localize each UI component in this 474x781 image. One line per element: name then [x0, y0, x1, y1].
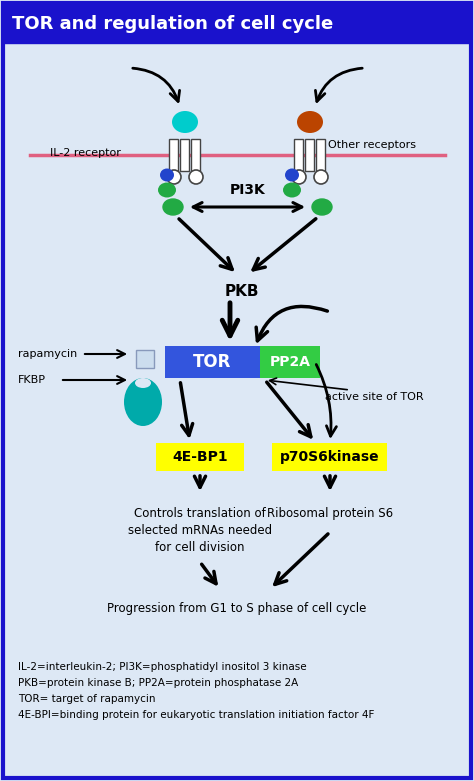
Bar: [181, 139, 190, 171]
Ellipse shape: [124, 378, 162, 426]
Text: TOR= target of rapamycin: TOR= target of rapamycin: [18, 694, 155, 704]
Ellipse shape: [167, 170, 181, 184]
Ellipse shape: [314, 170, 328, 184]
Text: PKB=protein kinase B; PP2A=protein phosphatase 2A: PKB=protein kinase B; PP2A=protein phosp…: [18, 678, 298, 688]
Text: 4E-BPI=binding protein for eukaryotic translation initiation factor 4F: 4E-BPI=binding protein for eukaryotic tr…: [18, 710, 374, 720]
Text: p70S6kinase: p70S6kinase: [280, 450, 380, 464]
Text: Controls translation of
selected mRNAs needed
for cell division: Controls translation of selected mRNAs n…: [128, 507, 272, 554]
Text: active site of TOR: active site of TOR: [325, 392, 424, 402]
Ellipse shape: [158, 183, 176, 198]
Text: 4E-BP1: 4E-BP1: [172, 450, 228, 464]
Ellipse shape: [163, 199, 183, 215]
Ellipse shape: [172, 111, 198, 133]
Ellipse shape: [297, 111, 323, 133]
Ellipse shape: [135, 378, 151, 388]
Bar: [306, 139, 315, 171]
Text: PI3K: PI3K: [229, 183, 265, 197]
Text: FKBP: FKBP: [18, 375, 46, 385]
Ellipse shape: [283, 183, 301, 198]
Bar: [3, 3, 471, 43]
Text: IL-2=interleukin-2; PI3K=phosphatidyl inositol 3 kinase: IL-2=interleukin-2; PI3K=phosphatidyl in…: [18, 662, 307, 672]
Ellipse shape: [285, 169, 299, 181]
Bar: [156, 443, 244, 471]
Text: IL-2 receptor: IL-2 receptor: [50, 148, 121, 158]
Text: PKB: PKB: [225, 284, 259, 299]
Text: rapamycin: rapamycin: [18, 349, 77, 359]
Text: TOR and regulation of cell cycle: TOR and regulation of cell cycle: [12, 15, 333, 33]
Text: PP2A: PP2A: [270, 355, 310, 369]
Bar: [191, 139, 201, 171]
Ellipse shape: [189, 170, 203, 184]
Text: Ribosomal protein S6: Ribosomal protein S6: [267, 507, 393, 520]
Bar: [260, 346, 320, 378]
Text: Other receptors: Other receptors: [328, 140, 416, 150]
Bar: [165, 346, 260, 378]
Ellipse shape: [312, 199, 332, 215]
Bar: [170, 139, 179, 171]
Bar: [317, 139, 326, 171]
Bar: [273, 443, 388, 471]
Text: TOR: TOR: [193, 353, 232, 371]
Ellipse shape: [292, 170, 306, 184]
Ellipse shape: [160, 169, 174, 181]
Text: Progression from G1 to S phase of cell cycle: Progression from G1 to S phase of cell c…: [107, 602, 367, 615]
Bar: [294, 139, 303, 171]
